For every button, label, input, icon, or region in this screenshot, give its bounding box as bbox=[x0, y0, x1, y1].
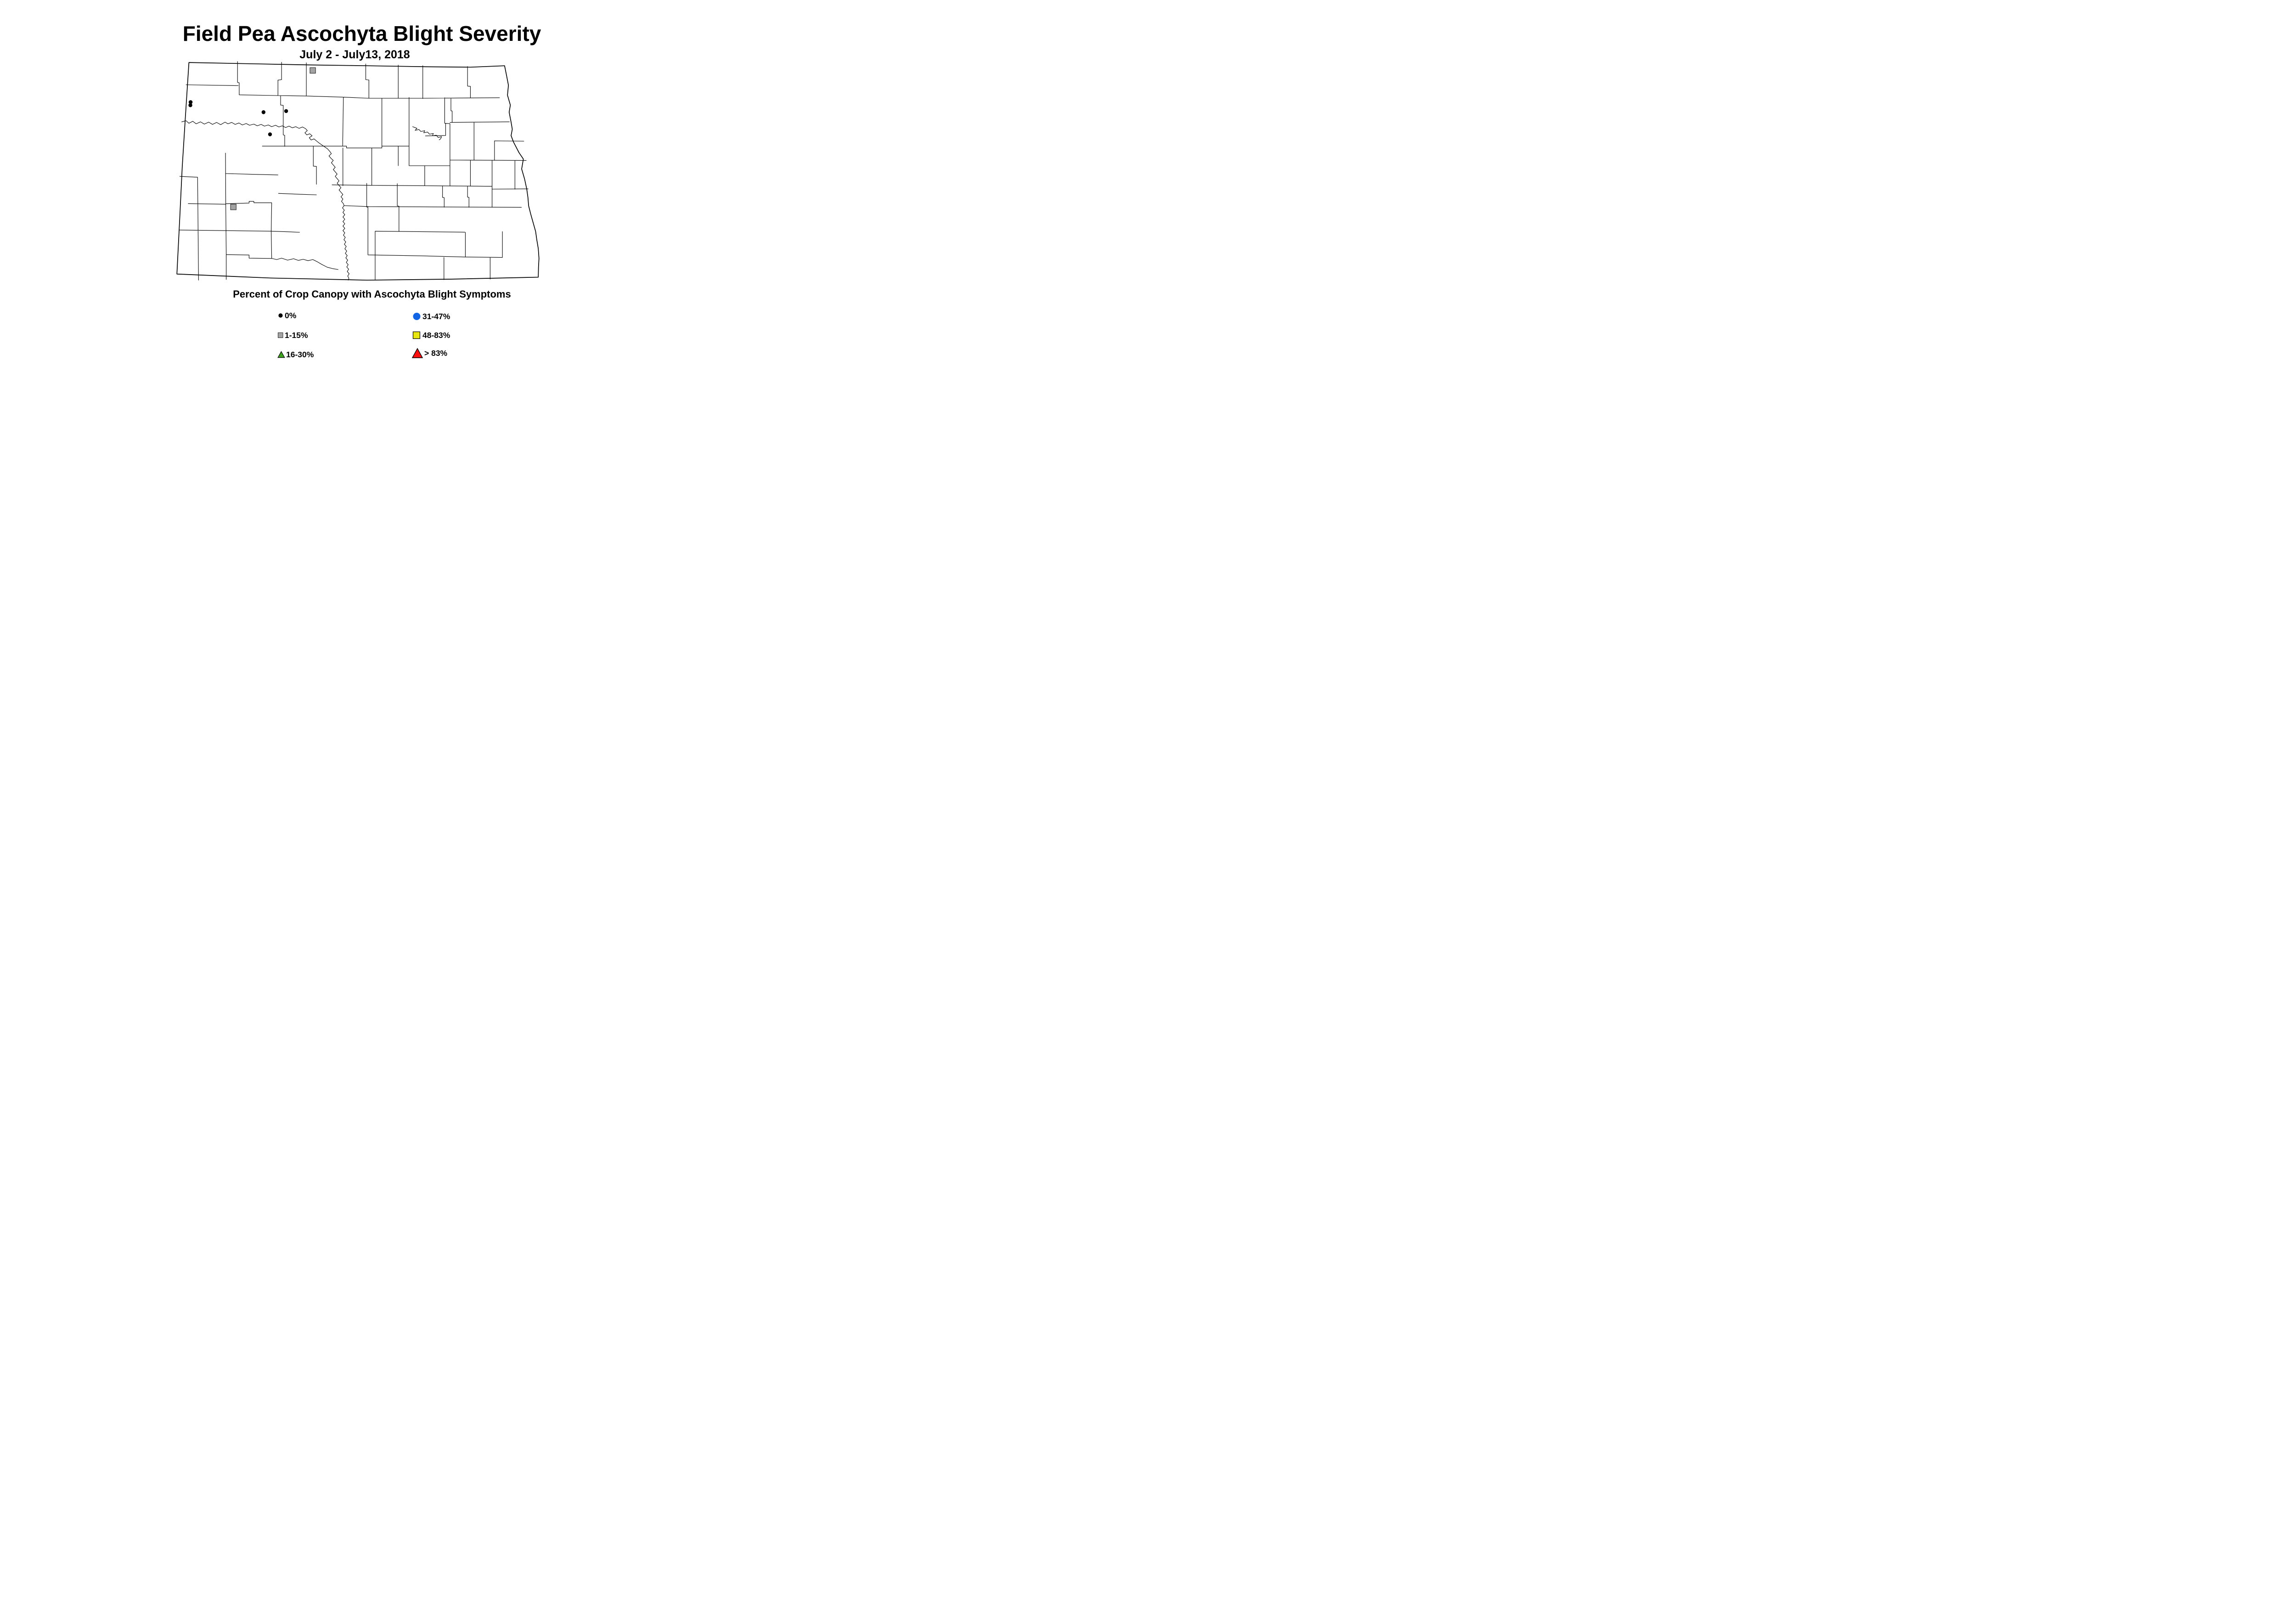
map-point-dot bbox=[284, 109, 288, 113]
state-outline bbox=[177, 62, 539, 280]
legend-label: > 83% bbox=[424, 348, 448, 358]
map-markers bbox=[188, 68, 315, 210]
legend-item-gt83pct: > 83% bbox=[412, 347, 447, 360]
map-point-square bbox=[310, 68, 315, 73]
map-point-dot bbox=[261, 110, 266, 114]
legend-triangle-marker bbox=[412, 348, 423, 358]
page: Field Pea Ascochyta Blight Severity July… bbox=[0, 0, 707, 372]
county-boundaries bbox=[179, 62, 528, 280]
legend-label: 48-83% bbox=[422, 330, 450, 340]
legend-item-0pct: 0% bbox=[277, 309, 296, 322]
map-point-square bbox=[231, 204, 236, 210]
square-icon bbox=[412, 331, 421, 339]
legend-item-48-83pct: 48-83% bbox=[412, 329, 450, 342]
map-date-range: July 2 - July13, 2018 bbox=[299, 48, 410, 61]
map-point-dot bbox=[188, 100, 193, 104]
square-icon bbox=[278, 332, 283, 338]
north-dakota-county-map bbox=[174, 61, 546, 281]
legend-title: Percent of Crop Canopy with Ascochyta Bl… bbox=[233, 288, 511, 300]
legend-item-16-30pct: 16-30% bbox=[277, 348, 314, 361]
legend-label: 0% bbox=[285, 310, 297, 320]
legend-circle-marker bbox=[413, 313, 421, 320]
legend-square-marker bbox=[412, 331, 421, 339]
map-point-dot bbox=[188, 103, 192, 107]
legend-item-31-47pct: 31-47% bbox=[412, 310, 450, 323]
legend-label: 1-15% bbox=[285, 330, 308, 340]
legend-square-marker bbox=[278, 332, 283, 338]
legend-label: 31-47% bbox=[422, 311, 450, 321]
missouri-river-boundary bbox=[182, 121, 349, 280]
legend-triangle-marker bbox=[277, 351, 285, 358]
triangle-icon bbox=[412, 348, 423, 358]
map-point-dot bbox=[268, 132, 272, 136]
map-main-title: Field Pea Ascochyta Blight Severity bbox=[182, 22, 541, 45]
triangle-icon bbox=[277, 351, 285, 358]
legend-item-1-15pct: 1-15% bbox=[277, 329, 308, 342]
circle-icon bbox=[413, 313, 421, 320]
legend-dot-marker bbox=[278, 313, 283, 318]
dot-icon bbox=[278, 313, 283, 318]
legend-label: 16-30% bbox=[286, 349, 314, 359]
